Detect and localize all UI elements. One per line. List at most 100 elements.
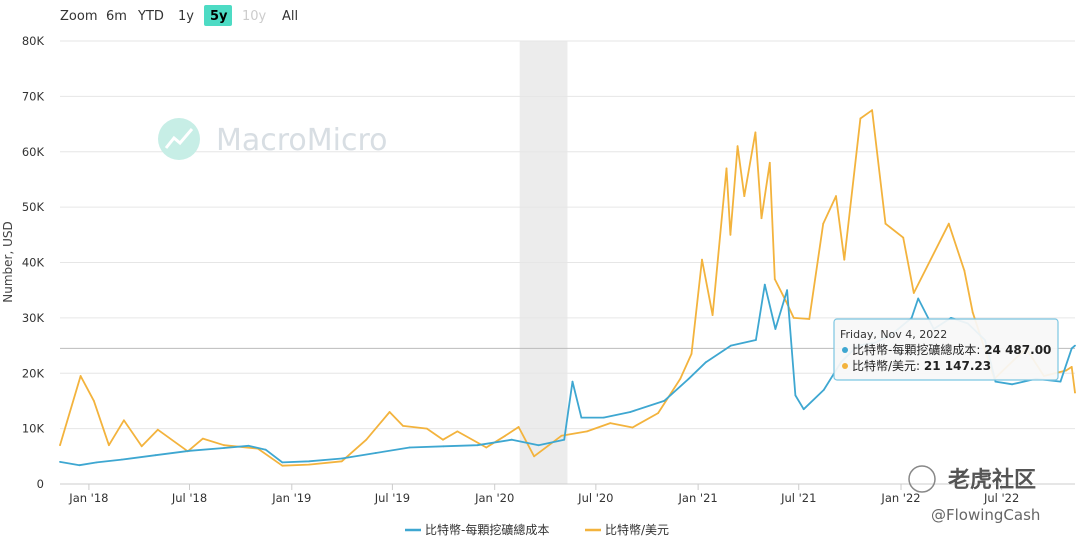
data-point-btc-price	[843, 258, 846, 261]
y-tick-label: 0	[37, 477, 44, 491]
tooltip-dot-price	[842, 363, 848, 369]
data-point-btc-price	[690, 353, 693, 355]
data-point-btc-price	[426, 427, 428, 430]
data-point-mining-cost	[950, 317, 952, 319]
data-point-mining-cost	[511, 438, 513, 441]
data-point-mining-cost	[1011, 383, 1014, 386]
tooltip-row-cost-label: 比特幣-每顆挖礦總成本:	[852, 342, 984, 357]
y-tick-label: 60K	[22, 145, 45, 159]
data-point-mining-cost	[705, 361, 707, 364]
watermark-chart-icon	[164, 128, 194, 149]
corner-big-text: 老虎社区	[947, 467, 1036, 493]
gridlines	[60, 40, 1075, 485]
data-point-btc-price	[504, 434, 507, 437]
data-point-mining-cost	[408, 446, 411, 449]
data-point-mining-cost	[663, 400, 666, 402]
data-point-mining-cost	[374, 452, 377, 454]
x-tick-label: Jan '20	[474, 491, 514, 505]
x-tick-label: Jan '18	[68, 491, 108, 505]
legend: 比特幣-每顆挖礦總成本 比特幣/美元	[405, 522, 669, 537]
zoom-button-6m[interactable]: 6m	[106, 9, 127, 24]
data-point-mining-cost	[794, 394, 797, 397]
data-point-btc-price	[912, 292, 915, 294]
data-point-mining-cost	[1074, 344, 1076, 347]
x-axis: Jan '18 Jul '18 Jan '19 Jul '19 Jan '20 Jul '…	[68, 484, 1019, 505]
data-point-btc-price	[1074, 391, 1076, 394]
data-point-btc-price	[340, 460, 343, 463]
community-logo-icon	[908, 465, 936, 493]
data-point-btc-price	[156, 428, 159, 431]
data-point-btc-price	[711, 314, 714, 316]
data-point-mining-cost	[994, 380, 997, 383]
tooltip-row-cost-value: 24 487.00	[984, 343, 1051, 357]
data-point-btc-price	[123, 419, 125, 422]
data-point-btc-price	[773, 278, 776, 280]
data-point-btc-price	[947, 222, 950, 225]
data-point-mining-cost	[774, 328, 777, 330]
y-tick-label: 10K	[22, 422, 45, 436]
data-point-btc-price	[963, 269, 966, 272]
zoom-button-1y[interactable]: 1y	[178, 9, 194, 24]
data-point-mining-cost	[59, 461, 61, 463]
tooltip-box	[833, 318, 1059, 381]
data-point-btc-price	[223, 444, 225, 447]
data-point-btc-price	[743, 195, 746, 198]
tooltip-row-price-value: 21 147.23	[924, 359, 991, 373]
watermark: MacroMicro	[158, 118, 388, 160]
data-point-mining-cost	[476, 444, 479, 447]
data-point-mining-cost	[1059, 380, 1062, 383]
data-point-mining-cost	[602, 416, 605, 419]
data-point-btc-price	[560, 434, 563, 437]
data-point-btc-price	[754, 131, 757, 134]
data-point-mining-cost	[910, 317, 913, 319]
data-point-btc-price	[388, 411, 391, 413]
data-point-btc-price	[365, 438, 368, 441]
data-point-btc-price	[701, 258, 703, 261]
data-point-btc-price	[792, 317, 795, 319]
data-point-btc-price	[79, 375, 82, 377]
data-point-mining-cost	[442, 445, 445, 448]
data-point-btc-price	[586, 430, 588, 433]
data-point-btc-price	[822, 222, 825, 225]
data-point-btc-price	[871, 109, 873, 112]
tooltip: Friday, Nov 4, 2022 比特幣-每顆挖礦總成本: 24 487.…	[833, 318, 1059, 381]
data-point-btc-price	[108, 444, 110, 447]
data-point-mining-cost	[281, 461, 284, 464]
y-tick-label: 80K	[22, 34, 45, 48]
data-point-btc-price	[402, 425, 404, 427]
data-point-btc-price	[517, 426, 520, 428]
legend-item-mining-cost[interactable]: 比特幣-每顆挖礦總成本	[425, 522, 549, 537]
data-point-btc-price	[1065, 369, 1067, 372]
data-point-btc-price	[140, 445, 143, 448]
data-point-mining-cost	[247, 444, 250, 447]
data-point-mining-cost	[308, 460, 310, 463]
data-point-mining-cost	[120, 458, 123, 461]
data-point-btc-price	[729, 233, 732, 236]
data-point-btc-price	[971, 311, 974, 314]
data-point-btc-price	[785, 300, 787, 303]
x-tick-label: Jan '21	[678, 491, 718, 505]
data-point-btc-price	[456, 430, 459, 433]
data-point-mining-cost	[1070, 347, 1073, 350]
zoom-button-5y[interactable]: 5y	[210, 9, 228, 24]
tooltip-row-cost: 比特幣-每顆挖礦總成本: 24 487.00	[852, 342, 1051, 357]
legend-item-btc-price[interactable]: 比特幣/美元	[605, 522, 669, 537]
data-point-btc-price	[609, 422, 612, 424]
range-selector: Zoom 6m YTD 1y 5y 10y All	[60, 5, 298, 26]
tooltip-row-price-label: 比特幣/美元:	[852, 358, 924, 373]
tooltip-row-price: 比特幣/美元: 21 147.23	[852, 358, 991, 373]
data-point-btc-price	[281, 464, 284, 467]
corner-handle-text: @FlowingCash	[931, 506, 1040, 524]
tooltip-title: Friday, Nov 4, 2022	[840, 328, 947, 341]
x-tick-label: Jul '18	[171, 491, 207, 505]
zoom-button-ytd[interactable]: YTD	[137, 9, 164, 24]
data-point-btc-price	[442, 438, 444, 441]
watermark-logo-icon	[158, 118, 200, 160]
y-axis-title: Number, USD	[1, 221, 15, 302]
y-tick-label: 70K	[22, 89, 45, 103]
data-point-mining-cost	[629, 411, 632, 413]
data-point-btc-price	[725, 167, 728, 170]
data-point-btc-price	[902, 236, 905, 239]
zoom-button-all[interactable]: All	[282, 9, 298, 24]
